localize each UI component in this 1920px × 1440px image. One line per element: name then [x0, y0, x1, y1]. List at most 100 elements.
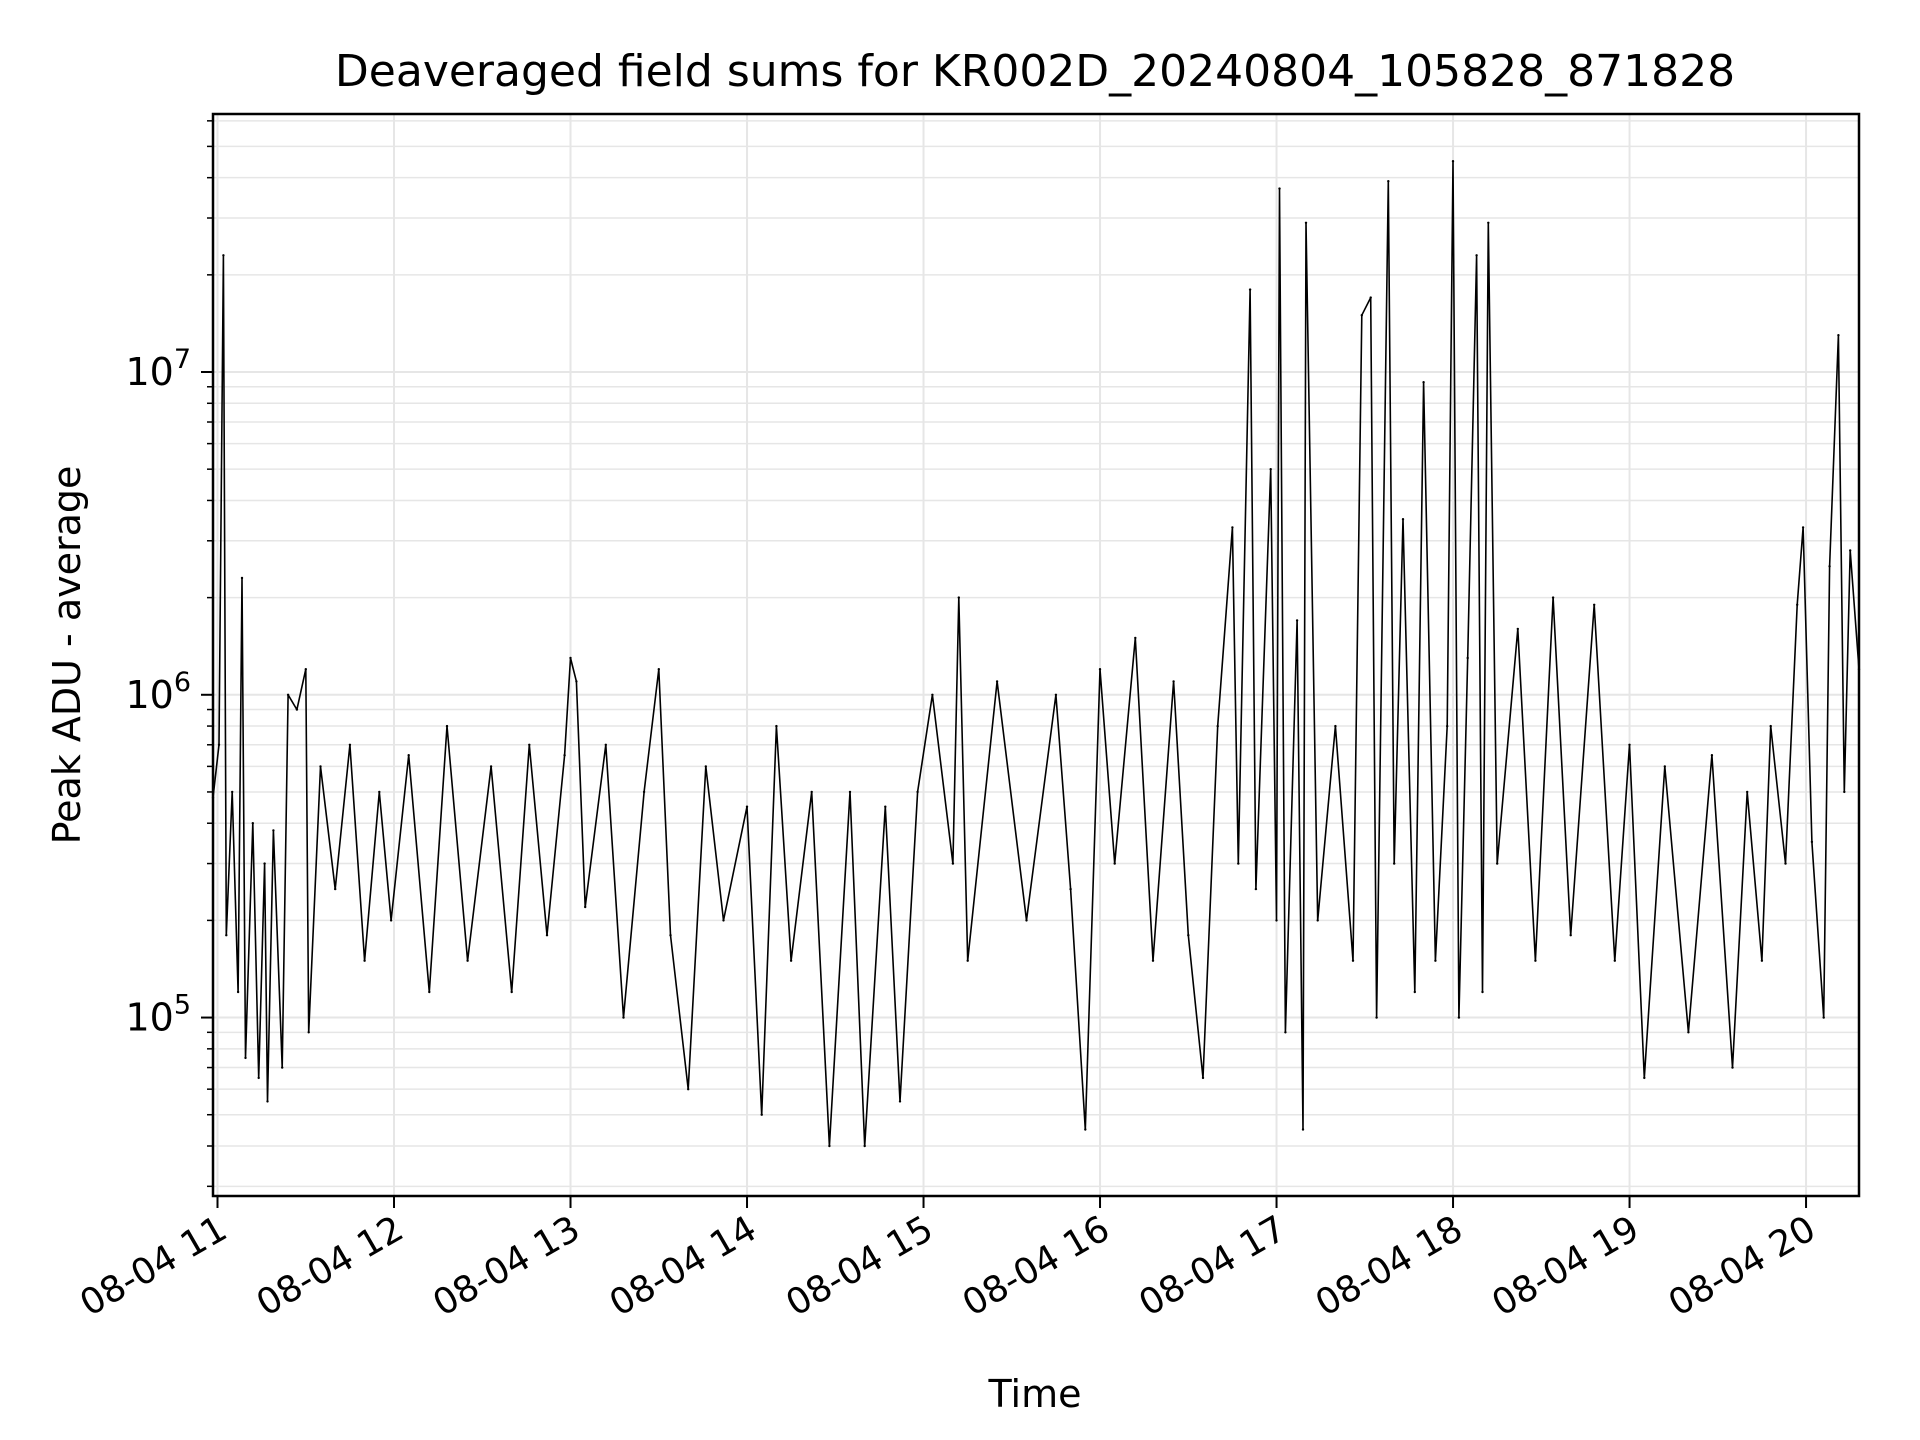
- data-point: [1295, 619, 1299, 622]
- data-point: [1278, 187, 1281, 190]
- data-point: [263, 862, 266, 865]
- data-point: [563, 754, 566, 757]
- data-point: [222, 254, 225, 257]
- data-point: [1710, 754, 1714, 757]
- data-point: [304, 668, 307, 671]
- data-point: [1360, 314, 1364, 317]
- data-point: [528, 743, 531, 746]
- data-point: [1843, 790, 1846, 794]
- data-point: [642, 790, 646, 794]
- data-point: [1248, 288, 1252, 291]
- data-point: [848, 790, 852, 794]
- data-point: [1375, 1016, 1378, 1019]
- data-point: [1516, 627, 1520, 631]
- data-point: [286, 693, 290, 696]
- data-point: [745, 805, 749, 808]
- data-point: [1746, 790, 1749, 794]
- data-point: [1334, 724, 1337, 728]
- data-point: [1387, 180, 1390, 183]
- data-point: [510, 990, 513, 994]
- data-point: [363, 959, 366, 962]
- data-point: [1084, 1128, 1087, 1131]
- chart-title: Deaveraged field sums for KR002D_2024080…: [335, 46, 1735, 97]
- data-point: [1628, 743, 1631, 746]
- data-point: [244, 1056, 247, 1060]
- data-point: [569, 656, 572, 660]
- data-point: [251, 822, 254, 825]
- data-point: [1316, 919, 1319, 922]
- data-point: [1201, 1076, 1205, 1080]
- data-point: [1284, 1031, 1287, 1034]
- data-point: [281, 1066, 284, 1069]
- data-point: [584, 905, 587, 909]
- data-point: [863, 1144, 866, 1148]
- data-point: [775, 724, 778, 728]
- data-point: [1457, 1016, 1461, 1019]
- data-point: [1393, 862, 1396, 865]
- series-line: [212, 160, 1860, 1147]
- data-point: [1643, 1076, 1646, 1080]
- data-point: [1593, 603, 1596, 606]
- data-point: [236, 990, 240, 994]
- data-point: [1401, 518, 1405, 521]
- data-point: [1054, 693, 1058, 696]
- data-point: [1487, 221, 1490, 224]
- data-point: [931, 693, 934, 696]
- data-point: [445, 724, 449, 728]
- data-point: [760, 1113, 763, 1116]
- data-point: [1231, 526, 1234, 529]
- y-tick-label: 107: [125, 344, 191, 394]
- data-point: [1216, 724, 1219, 728]
- data-point: [1613, 959, 1617, 962]
- data-point: [1796, 603, 1799, 606]
- data-point: [957, 596, 960, 599]
- data-point: [1475, 254, 1478, 257]
- data-point: [687, 1088, 690, 1091]
- data-point: [1237, 862, 1240, 865]
- data-point: [657, 668, 660, 671]
- data-point: [1822, 1016, 1825, 1019]
- data-point: [1269, 468, 1272, 471]
- data-point: [1151, 959, 1155, 962]
- data-point: [1069, 887, 1072, 891]
- data-point: [257, 1076, 260, 1080]
- data-point: [319, 765, 322, 768]
- x-axis-label: Time: [988, 1372, 1082, 1416]
- data-point: [1551, 596, 1555, 599]
- data-point: [295, 708, 299, 711]
- data-point: [1769, 724, 1772, 728]
- data-point: [1760, 959, 1764, 962]
- data-point: [217, 743, 221, 746]
- data-point: [1784, 862, 1787, 865]
- data-point: [1481, 990, 1484, 994]
- data-point: [1849, 549, 1852, 552]
- data-point: [1466, 656, 1469, 660]
- data-point: [1663, 765, 1667, 768]
- data-point: [884, 805, 887, 808]
- data-point: [272, 829, 275, 832]
- data-point: [1434, 959, 1437, 962]
- data-point: [722, 919, 725, 922]
- data-point: [1025, 919, 1028, 922]
- data-point: [407, 754, 410, 757]
- data-point: [1451, 160, 1455, 163]
- data-point: [1369, 296, 1372, 299]
- data-point: [1351, 959, 1355, 962]
- data-point: [1837, 334, 1840, 337]
- data-point: [489, 765, 493, 768]
- data-point: [1172, 680, 1175, 683]
- data-point: [1569, 934, 1572, 937]
- data-point: [828, 1144, 831, 1148]
- data-point: [1413, 990, 1417, 994]
- data-point: [995, 680, 999, 683]
- data-point: [466, 959, 469, 962]
- data-point: [225, 934, 228, 937]
- data-point: [669, 934, 672, 937]
- data-point: [545, 934, 549, 937]
- data-point: [1254, 887, 1258, 891]
- data-point: [1801, 526, 1805, 529]
- data-point: [334, 887, 337, 891]
- data-point: [1113, 862, 1116, 865]
- data-point: [1731, 1066, 1734, 1069]
